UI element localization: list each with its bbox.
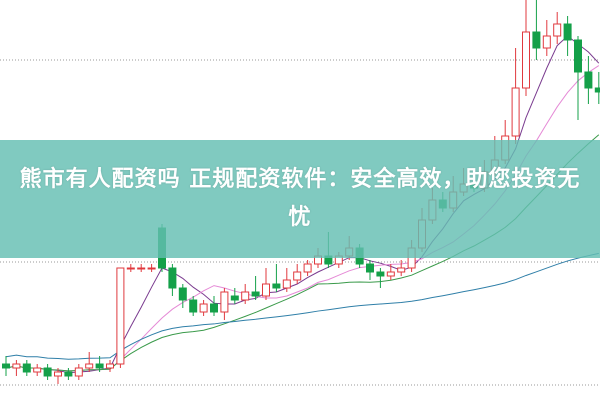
candle-body [189,299,198,313]
banner-title: 熊市有人配资吗 正规配资软件：安全高效，助您投资无忧 [19,167,581,230]
candle-body [74,367,83,377]
candle-body [126,267,135,270]
candle-body [43,367,52,377]
candle-body [584,71,593,89]
candle-body [303,263,312,273]
candle-body [542,35,551,49]
candle-body [532,31,541,49]
candle-body [2,363,10,369]
candle-body [511,87,520,137]
candle-body [199,303,208,313]
candle-body [210,303,218,313]
candle-body [594,87,600,93]
candle-body [282,279,291,289]
candle-body [293,271,302,281]
candle-body [95,363,104,369]
candle-body [397,267,406,273]
candle-body [85,363,94,369]
candle-body [376,271,385,277]
candle-body [386,271,395,277]
candle-body [262,283,270,297]
candle-body [137,267,146,270]
candle-body [33,367,42,373]
candle-body [522,31,530,89]
candle-body [178,287,187,301]
candle-body [272,283,281,289]
candle-body [64,371,73,377]
candle-body [574,39,582,73]
candle-body [366,263,374,273]
candle-body [251,291,260,297]
candle-body [230,295,239,301]
candle-body [553,23,562,37]
candle-body [106,363,114,369]
candle-body [220,291,229,313]
candle-body [168,267,177,289]
candle-body [241,291,250,301]
ma-line-60 [5,252,599,360]
candle-body [54,371,62,377]
candle-body [12,363,21,369]
candle-body [116,267,125,365]
candle-body [147,267,156,270]
candle-body [563,23,572,41]
candle-body [22,363,31,373]
title-banner: 熊市有人配资吗 正规配资软件：安全高效，助您投资无忧 [0,140,600,258]
